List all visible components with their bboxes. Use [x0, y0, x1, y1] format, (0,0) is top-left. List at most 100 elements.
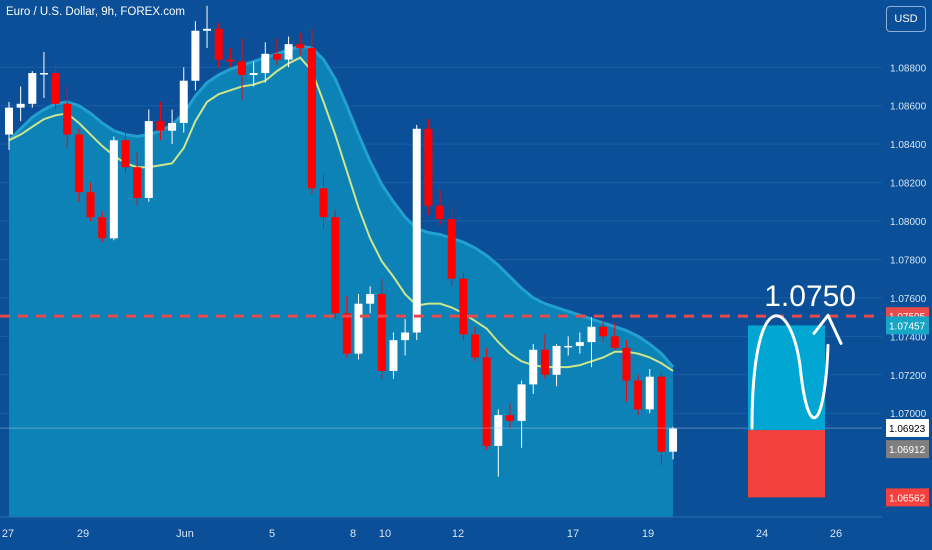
ma-line: [8, 56, 674, 372]
candle: [296, 32, 305, 56]
candle-body: [249, 73, 258, 75]
candle: [529, 344, 538, 394]
candle: [657, 372, 666, 466]
price-axis: 1.08800 1.08600 1.08400 1.08200 1.08000 1.078…: [886, 63, 929, 507]
candle-body: [39, 73, 48, 75]
candle-body: [669, 428, 678, 452]
candle-body: [657, 376, 666, 452]
candle-body: [424, 128, 433, 206]
candle-body: [109, 140, 118, 239]
candle: [191, 21, 200, 91]
candle: [471, 326, 479, 362]
y-tick-label: 1.08000: [890, 217, 927, 228]
candle-body: [482, 357, 491, 446]
candle-body: [622, 347, 631, 381]
candle-body: [412, 128, 421, 333]
candle-body: [261, 53, 270, 74]
x-tick-label: 26: [830, 528, 842, 540]
candle-body: [447, 219, 456, 279]
candle: [39, 51, 48, 99]
candle-body: [74, 134, 83, 193]
candle-body: [238, 61, 246, 75]
candle-body: [505, 415, 514, 421]
y-tick-label: 1.07000: [890, 409, 927, 420]
candle: [28, 71, 37, 108]
candle: [389, 332, 398, 379]
candle: [482, 347, 491, 450]
candle: [74, 128, 83, 202]
projection-curve: [750, 314, 830, 430]
candle-body: [331, 217, 340, 314]
candle-body: [133, 167, 142, 198]
price-tag: 1.06562: [886, 488, 929, 507]
candle-body: [28, 73, 37, 104]
stop-box: [748, 430, 825, 498]
candle-body: [471, 334, 479, 358]
candle: [284, 36, 293, 68]
candle: [168, 109, 177, 145]
candle-body: [610, 336, 619, 348]
y-tick-label: 1.08400: [890, 140, 927, 151]
candle: [109, 136, 118, 241]
y-tick-label: 1.08200: [890, 179, 927, 190]
candle: [226, 48, 235, 68]
price-tag: 1.06923: [886, 419, 929, 438]
candle: [505, 403, 514, 429]
candle-body: [121, 140, 130, 168]
candle: [5, 101, 13, 150]
y-tick-label: 1.08600: [890, 102, 927, 113]
candle-body: [401, 332, 410, 341]
price-tag-bg: [886, 488, 929, 507]
candle: [319, 174, 328, 229]
candle-body: [179, 80, 188, 124]
y-tick-label: 1.07200: [890, 371, 927, 382]
candle: [377, 278, 386, 379]
candle: [307, 28, 316, 195]
y-tick-label: 1.07400: [890, 332, 927, 343]
levels: 1.0750: [0, 280, 882, 429]
candle-body: [63, 103, 72, 135]
projection-arrowhead: [812, 313, 843, 345]
price-tag-label: 1.06923: [889, 424, 926, 435]
x-tick-label: 24: [756, 528, 768, 540]
price-tag: 1.07457: [886, 316, 929, 335]
candle: [156, 101, 165, 141]
candle: [622, 340, 631, 402]
candle: [63, 86, 72, 148]
candle-body: [517, 384, 526, 421]
resistance-label: 1.0750: [764, 280, 856, 313]
candle-body: [599, 326, 608, 337]
candle: [342, 295, 351, 358]
candle: [540, 334, 549, 379]
candle: [669, 426, 678, 460]
currency-button[interactable]: USD: [886, 6, 926, 32]
projection: [748, 313, 843, 498]
candle: [214, 23, 223, 68]
candle-body: [86, 192, 95, 218]
candle-body: [168, 123, 177, 131]
x-tick-label: 17: [567, 528, 579, 540]
candle: [634, 374, 643, 416]
candle-body: [16, 103, 25, 108]
candle-body: [272, 53, 281, 60]
candle: [587, 317, 596, 368]
x-tick-label: Jun: [176, 528, 194, 540]
candle: [98, 211, 107, 243]
y-tick-label: 1.07600: [890, 294, 927, 305]
candle-body: [389, 340, 398, 371]
candle-body: [144, 121, 153, 198]
candle: [238, 38, 246, 100]
candle-body: [564, 345, 573, 348]
candle: [447, 207, 456, 287]
candle-body: [645, 376, 654, 410]
candle-body: [377, 294, 386, 371]
candle-body: [436, 205, 445, 220]
candle: [249, 61, 258, 87]
candle: [424, 119, 433, 216]
candle-body: [587, 326, 596, 343]
candle-body: [529, 349, 538, 385]
x-tick-label: 5: [269, 528, 275, 540]
price-tag-bg: [886, 316, 929, 335]
x-tick-label: 12: [452, 528, 464, 540]
